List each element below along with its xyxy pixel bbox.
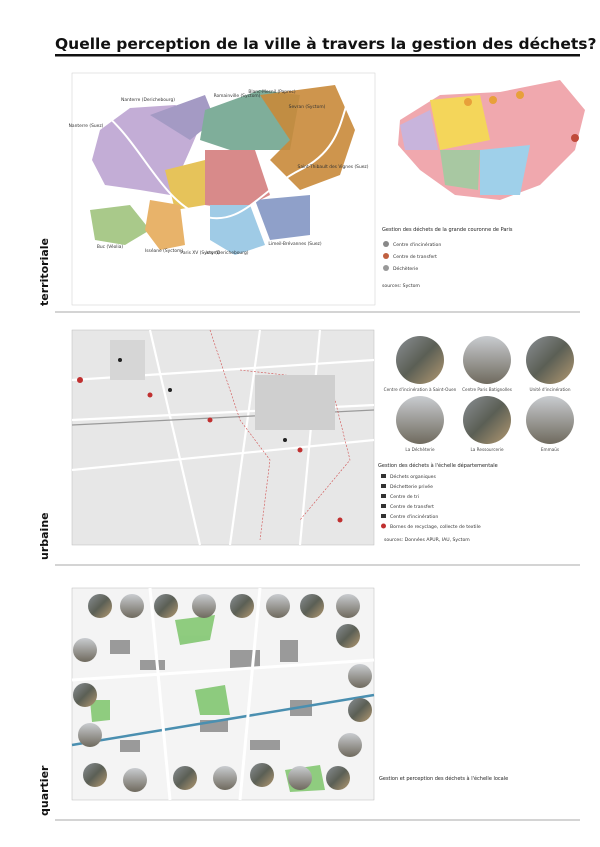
pin-label: Sevran (Syctom) (289, 104, 326, 110)
photo-caption: Centre d'incinération à Saint-Ouen (384, 387, 457, 392)
territorial-legend: Gestion des déchets de la grande couronn… (382, 226, 513, 289)
photo-gallery: Centre d'incinération à Saint-Ouen Centr… (384, 336, 574, 452)
territorial-pins: Nanterre (Derichebourg) Romainville (Syc… (69, 89, 369, 256)
legend-source: sources: Données APUR, IAU, Syctom (384, 536, 470, 543)
pin-label: Paris XV (Syctom) (180, 250, 219, 256)
photo-ring (73, 594, 372, 792)
legend-item: Déchets organiques (390, 473, 436, 480)
pin-label: Buc (Véolia) (97, 243, 123, 250)
pin-label: Saint-Thibault des Vignes (Suez) (298, 164, 369, 170)
section-label: urbaine (38, 512, 51, 560)
legend-item: Centre d'incinération (393, 241, 441, 248)
pin-label: Limeil-Brévannes (Suez) (268, 240, 321, 247)
pin-label: Romainville (Syctom) (214, 93, 261, 99)
photo-caption: La Ressourcerie (470, 447, 504, 452)
pin-label: Isséane (Syctom) (145, 247, 183, 254)
pin-label: Nanterre (Derichebourg) (121, 97, 175, 103)
section-label: territoriale (38, 238, 51, 306)
small-map (398, 80, 585, 200)
legend-title: Gestion des déchets à l'échelle départem… (378, 462, 498, 469)
pin-label: Ivry (Derichebourg) (206, 250, 249, 256)
photo-caption: Emmaüs (541, 447, 559, 452)
local-map (71, 587, 375, 801)
legend-item: Centre de transfert (390, 504, 434, 510)
legend-item: Bornes de recyclage, collecte de textile (390, 524, 481, 530)
pin-label: Blanc-Mesnil (Paprec) (248, 89, 296, 95)
legend-item: Déchèterie (393, 265, 418, 272)
photo-caption: La Déchèterie (405, 447, 435, 452)
legend-title: Gestion et perception des déchets à l'éc… (379, 775, 508, 782)
photo-caption: Unité d'incinération (529, 387, 570, 392)
urban-legend: Gestion des déchets à l'échelle départem… (378, 462, 498, 543)
section-label: quartier (38, 765, 51, 816)
page-title: Quelle perception de la ville à travers … (55, 35, 597, 53)
legend-item: Centre d'incinération (390, 513, 438, 520)
urban-map (71, 329, 375, 546)
legend-item: Centre de transfert (393, 254, 437, 260)
legend-title: Gestion des déchets de la grande couronn… (382, 226, 513, 233)
title-rule (55, 54, 580, 57)
territorial-map (71, 72, 376, 306)
pin-label: Nanterre (Suez) (69, 123, 104, 129)
legend-item: Centre de tri (390, 494, 419, 500)
legend-source: sources: Syctom (382, 283, 420, 289)
legend-item: Déchetterie privée (390, 483, 433, 490)
photo-caption: Centre Paris Batignolles (462, 387, 512, 392)
